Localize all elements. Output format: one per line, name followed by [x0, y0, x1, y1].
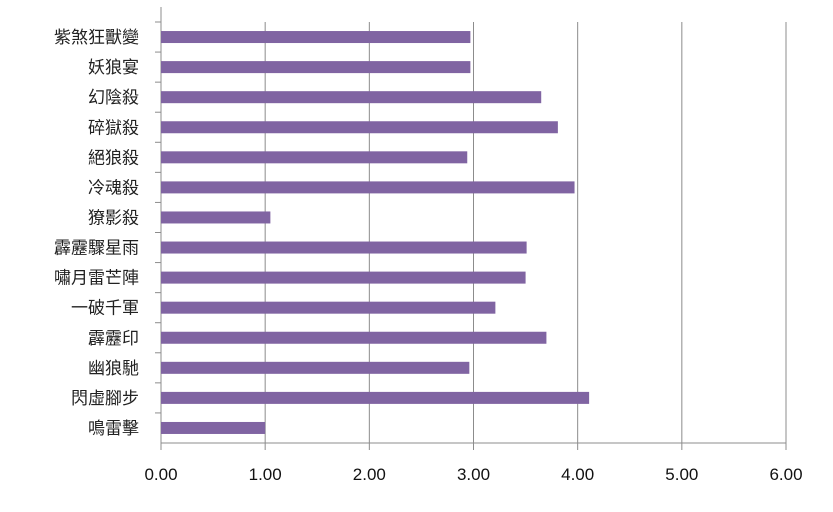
- x-tick-label: 3.00: [457, 465, 490, 484]
- category-label: 絕狼殺: [88, 148, 139, 168]
- category-label: 紫煞狂獸變: [54, 28, 139, 48]
- bar: [161, 61, 471, 74]
- x-tick-label: 2.00: [353, 465, 386, 484]
- category-label: 霹靂驟星雨: [54, 239, 139, 259]
- category-label: 碎獄殺: [88, 118, 139, 138]
- bar: [161, 241, 527, 254]
- bar: [161, 331, 547, 344]
- x-tick-label: 5.00: [665, 465, 698, 484]
- bar: [161, 391, 590, 404]
- category-label: 獠影殺: [88, 208, 139, 228]
- bar: [161, 121, 558, 134]
- category-label: 一破千軍: [71, 299, 139, 319]
- x-tick-label: 0.00: [144, 465, 177, 484]
- category-label: 閃虛腳步: [71, 389, 139, 409]
- bar: [161, 151, 468, 164]
- bar: [161, 271, 526, 284]
- category-label: 霹靂印: [88, 329, 139, 349]
- category-label: 幻陰殺: [88, 88, 139, 108]
- category-label: 嘯月雷芒陣: [54, 269, 139, 289]
- x-tick-label: 1.00: [249, 465, 282, 484]
- category-label: 鳴雷擊: [88, 419, 139, 439]
- bar: [161, 361, 470, 374]
- bar: [161, 91, 542, 104]
- x-tick-label: 4.00: [561, 465, 594, 484]
- x-tick-label: 6.00: [769, 465, 802, 484]
- category-label: 幽狼馳: [88, 359, 139, 379]
- bar: [161, 31, 471, 44]
- bar: [161, 211, 271, 224]
- category-label: 冷魂殺: [88, 178, 139, 198]
- bar: [161, 421, 266, 434]
- bar: [161, 181, 575, 194]
- category-label: 妖狼宴: [88, 58, 139, 78]
- bar: [161, 301, 496, 314]
